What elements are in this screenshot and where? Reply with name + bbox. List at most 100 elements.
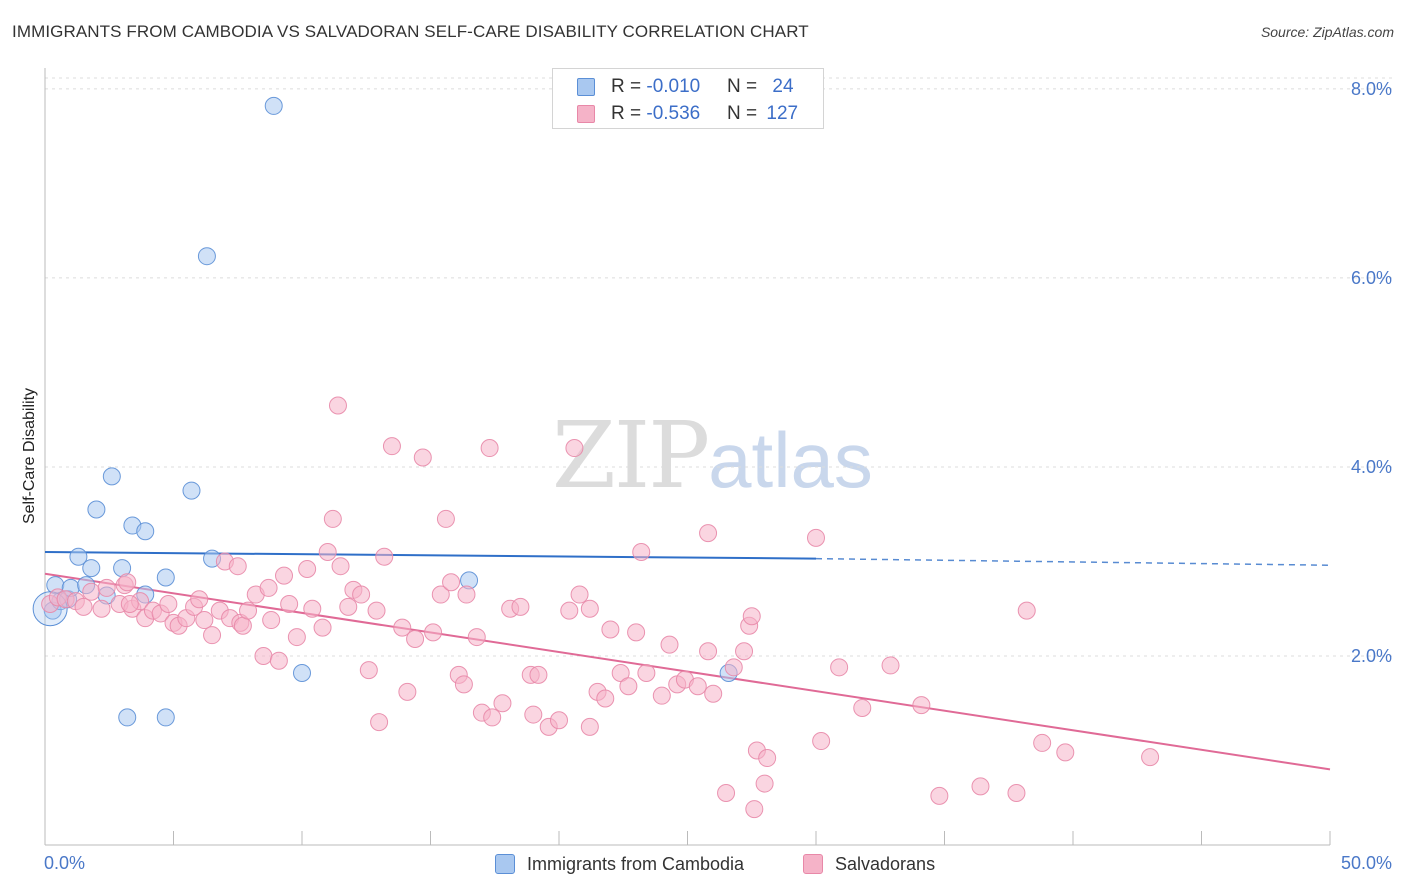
salvadoran-point (375, 547, 394, 566)
cambodia-point (264, 96, 283, 115)
source-label: Source: ZipAtlas.com (1260, 24, 1394, 40)
salvadoran-point (807, 528, 825, 547)
salvadoran-point (82, 582, 101, 601)
salvadoran-point (298, 560, 317, 579)
salvadoran-point (467, 628, 486, 647)
salvadoran-point (853, 698, 872, 717)
salvadoran-point (280, 594, 299, 613)
salvadoran-point (398, 682, 417, 701)
cambodia-point (156, 708, 175, 727)
y-tick-label: 2.0% (1351, 646, 1392, 666)
salvadoran-point (550, 711, 568, 730)
salvadoran-point (1017, 601, 1036, 620)
salvadoran-point (454, 675, 473, 694)
cambodia-point (197, 247, 216, 266)
legend-item-cambodia: Immigrants from Cambodia (495, 852, 744, 876)
salvadoran-point (529, 665, 548, 684)
legend-swatch-salvadoran (577, 105, 595, 123)
salvadoran-point (493, 694, 512, 713)
legend-swatch-salvadoran (803, 854, 823, 874)
correlation-legend: R = -0.010 N = 24 R = -0.536 N = 127 (552, 68, 824, 129)
salvadoran-point (755, 774, 774, 793)
salvadoran-point (971, 777, 990, 796)
tick-labels: 2.0% 4.0% 6.0% 8.0% 0.0% 50.0% (44, 79, 1392, 873)
salvadoran-point (1033, 733, 1052, 752)
salvadoran-point (611, 663, 630, 682)
cambodia-point (69, 547, 88, 566)
salvadoran-point (120, 594, 139, 613)
cambodia-point (136, 522, 155, 541)
legend-r-label: R = (611, 76, 647, 97)
x-tick-label: 50.0% (1341, 853, 1392, 873)
legend-label-salvadoran: Salvadorans (835, 853, 936, 874)
salvadoran-point (436, 509, 455, 528)
cambodia-point (118, 708, 137, 727)
salvadoran-point (830, 658, 849, 677)
series-salvadoran-points (41, 396, 1160, 819)
salvadoran-point (699, 524, 718, 543)
legend-r-value: -0.536 (646, 103, 701, 124)
salvadoran-point (233, 616, 252, 635)
cambodia-point (87, 500, 106, 519)
salvadoran-point (565, 439, 584, 458)
salvadoran-point (370, 713, 389, 732)
salvadoran-point (431, 585, 450, 604)
salvadoran-point (1141, 748, 1160, 767)
salvadoran-point (632, 543, 651, 562)
salvadoran-point (203, 626, 222, 645)
salvadoran-point (382, 437, 401, 456)
salvadoran-point (524, 705, 543, 724)
salvadoran-point (704, 684, 723, 703)
salvadoran-point (560, 601, 579, 620)
salvadoran-point (580, 599, 599, 618)
salvadoran-point (331, 557, 350, 576)
legend-n-label: N = (727, 103, 763, 124)
salvadoran-point (717, 784, 736, 803)
salvadoran-point (275, 566, 294, 585)
legend-r-label: R = (611, 103, 647, 124)
salvadoran-point (742, 607, 761, 626)
salvadoran-point (596, 689, 615, 708)
salvadoran-point (881, 656, 900, 675)
salvadoran-point (483, 708, 502, 727)
salvadoran-point (323, 509, 342, 528)
salvadoran-point (457, 585, 476, 604)
y-axis-label: Self-Care Disability (21, 388, 38, 524)
salvadoran-point (745, 800, 764, 819)
cambodia-point (182, 481, 201, 500)
salvadoran-point (74, 597, 93, 616)
salvadoran-point (570, 585, 589, 604)
salvadoran-point (367, 601, 386, 620)
salvadoran-point (580, 717, 599, 736)
salvadoran-point (339, 597, 358, 616)
chart-title: IMMIGRANTS FROM CAMBODIA VS SALVADORAN S… (12, 22, 809, 41)
salvadoran-point (406, 629, 425, 648)
salvadoran-point (393, 618, 412, 637)
salvadoran-point (159, 594, 178, 613)
salvadoran-point (442, 573, 461, 592)
legend-swatch-cambodia (577, 78, 595, 96)
legend-r-value: -0.010 (646, 76, 701, 97)
legend-swatch-cambodia (495, 854, 515, 874)
salvadoran-point (239, 601, 258, 620)
salvadoran-point (912, 696, 931, 715)
legend-n-label: N = (727, 76, 763, 97)
salvadoran-point (97, 578, 116, 597)
salvadoran-point (511, 597, 530, 616)
salvadoran-point (259, 578, 278, 597)
cambodia-point (102, 467, 121, 486)
salvadoran-point (424, 623, 443, 642)
salvadoran-point (480, 439, 499, 458)
salvadoran-point (758, 749, 777, 768)
salvadoran-point (262, 611, 281, 630)
legend-label-cambodia: Immigrants from Cambodia (527, 853, 745, 874)
salvadoran-point (601, 620, 620, 639)
y-tick-label: 4.0% (1351, 457, 1392, 477)
salvadoran-point (724, 658, 743, 677)
legend-row-cambodia: R = -0.010 N = 24 (577, 76, 794, 98)
watermark-atlas: atlas (708, 416, 873, 504)
salvadoran-point (812, 732, 831, 751)
salvadoran-point (359, 661, 378, 680)
salvadoran-point (699, 642, 718, 661)
